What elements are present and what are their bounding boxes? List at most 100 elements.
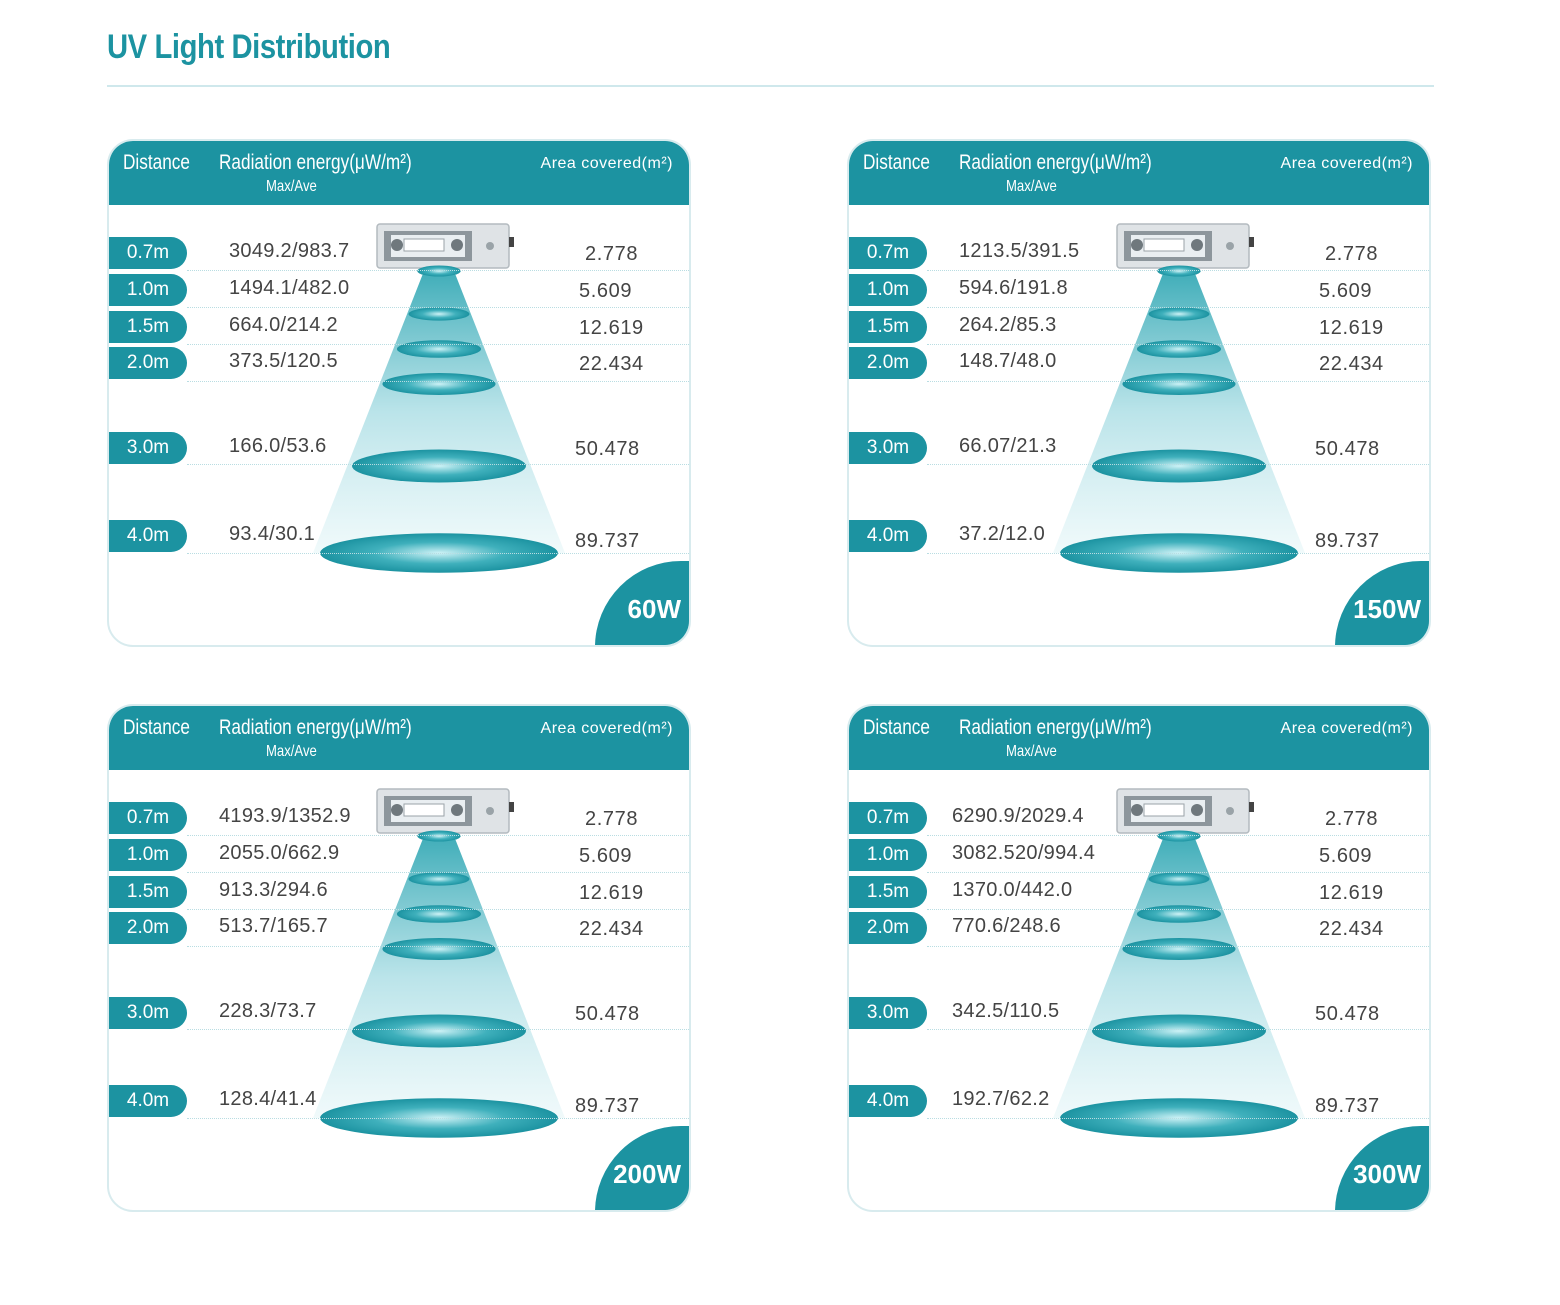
area-covered-value: 12.619 <box>579 317 644 339</box>
area-covered-value: 12.619 <box>1319 882 1384 904</box>
radiation-value: 373.5/120.5 <box>229 350 338 372</box>
area-covered-value: 50.478 <box>1315 1003 1380 1025</box>
row-divider <box>187 381 689 382</box>
beam-footprint-1-5m <box>1136 340 1222 358</box>
uv-lamp-icon <box>1116 788 1254 834</box>
beam-footprint-0-7m <box>1157 830 1201 842</box>
title-divider <box>107 85 1434 87</box>
area-covered-value: 5.609 <box>1319 845 1373 867</box>
row-divider <box>187 835 689 836</box>
row-divider <box>927 909 1429 910</box>
radiation-value: 1494.1/482.0 <box>229 277 350 299</box>
area-covered-value: 50.478 <box>575 438 640 460</box>
area-covered-value: 22.434 <box>1319 918 1384 940</box>
distance-label: 3.0m <box>849 432 927 464</box>
beam-footprint-2-0m <box>1122 373 1236 395</box>
beam-footprint-0-7m <box>1157 265 1201 277</box>
beam-footprint-0-7m <box>417 830 461 842</box>
row-divider <box>187 553 689 554</box>
beam-footprint-1-5m <box>1136 905 1222 923</box>
radiation-value: 3082.520/994.4 <box>952 842 1096 864</box>
distance-label: 4.0m <box>109 520 187 552</box>
distance-label: 1.0m <box>109 839 187 871</box>
row-divider <box>187 464 689 465</box>
row-divider <box>927 946 1429 947</box>
area-covered-value: 12.619 <box>1319 317 1384 339</box>
distance-label: 2.0m <box>849 912 927 944</box>
radiation-value: 192.7/62.2 <box>952 1088 1050 1110</box>
row-divider <box>927 344 1429 345</box>
row-divider <box>927 872 1429 873</box>
radiation-value: 770.6/248.6 <box>952 915 1061 937</box>
row-divider <box>187 946 689 947</box>
row-divider <box>927 1118 1429 1119</box>
beam-footprint-3-0m <box>352 449 526 483</box>
beam-footprint-3-0m <box>352 1014 526 1048</box>
page-title: UV Light Distribution <box>107 28 391 66</box>
radiation-value: 913.3/294.6 <box>219 879 328 901</box>
uv-lamp-icon <box>1116 223 1254 269</box>
row-divider <box>187 270 689 271</box>
distance-label: 0.7m <box>109 802 187 834</box>
header-radiation-energy: Radiation energy(μW/m²) <box>959 716 1152 739</box>
distance-label: 1.0m <box>849 839 927 871</box>
area-covered-value: 89.737 <box>575 530 640 552</box>
light-distribution-panel-300w: Distance Radiation energy(μW/m²) Max/Ave Ar… <box>847 704 1431 1212</box>
area-covered-value: 2.778 <box>585 808 639 830</box>
beam-footprint-1-0m <box>1148 872 1210 886</box>
radiation-value: 66.07/21.3 <box>959 435 1057 457</box>
table-header: Distance Radiation energy(μW/m²) Max/Ave Ar… <box>109 706 689 770</box>
distance-label: 3.0m <box>849 997 927 1029</box>
area-covered-value: 50.478 <box>1315 438 1380 460</box>
radiation-value: 3049.2/983.7 <box>229 240 350 262</box>
radiation-value: 228.3/73.7 <box>219 1000 317 1022</box>
beam-footprint-1-0m <box>408 872 470 886</box>
power-label: 300W <box>1353 1159 1421 1189</box>
beam-footprint-0-7m <box>417 265 461 277</box>
radiation-value: 513.7/165.7 <box>219 915 328 937</box>
power-badge: 150W <box>1335 561 1429 645</box>
table-header: Distance Radiation energy(μW/m²) Max/Ave Ar… <box>849 706 1429 770</box>
header-radiation-energy: Radiation energy(μW/m²) <box>959 151 1152 174</box>
distance-label: 0.7m <box>849 237 927 269</box>
radiation-value: 1370.0/442.0 <box>952 879 1073 901</box>
uv-light-cone <box>313 271 565 553</box>
distance-label: 4.0m <box>849 520 927 552</box>
radiation-value: 128.4/41.4 <box>219 1088 317 1110</box>
row-divider <box>927 307 1429 308</box>
row-divider <box>927 381 1429 382</box>
area-covered-value: 89.737 <box>1315 530 1380 552</box>
uv-beam-diagram <box>313 223 565 573</box>
power-label: 200W <box>613 1159 681 1189</box>
header-area-covered: Area covered(m²) <box>540 155 673 172</box>
radiation-value: 6290.9/2029.4 <box>952 805 1084 827</box>
row-divider <box>927 835 1429 836</box>
header-distance: Distance <box>863 716 930 739</box>
header-distance: Distance <box>863 151 930 174</box>
distance-label: 1.0m <box>109 274 187 306</box>
row-divider <box>927 553 1429 554</box>
distance-label: 1.5m <box>849 876 927 908</box>
distance-label: 4.0m <box>849 1085 927 1117</box>
area-covered-value: 89.737 <box>575 1095 640 1117</box>
distance-label: 2.0m <box>109 912 187 944</box>
power-badge: 300W <box>1335 1126 1429 1210</box>
light-distribution-panel-150w: Distance Radiation energy(μW/m²) Max/Ave Ar… <box>847 139 1431 647</box>
radiation-value: 1213.5/391.5 <box>959 240 1080 262</box>
power-badge: 60W <box>595 561 689 645</box>
area-covered-value: 5.609 <box>1319 280 1373 302</box>
area-covered-value: 2.778 <box>585 243 639 265</box>
header-radiation-energy: Radiation energy(μW/m²) <box>219 151 412 174</box>
radiation-value: 594.6/191.8 <box>959 277 1068 299</box>
uv-beam-diagram <box>1053 223 1305 573</box>
radiation-value: 2055.0/662.9 <box>219 842 340 864</box>
area-covered-value: 50.478 <box>575 1003 640 1025</box>
radiation-value: 166.0/53.6 <box>229 435 327 457</box>
distance-label: 2.0m <box>849 347 927 379</box>
row-divider <box>187 1029 689 1030</box>
power-badge: 200W <box>595 1126 689 1210</box>
area-covered-value: 2.778 <box>1325 808 1379 830</box>
header-distance: Distance <box>123 151 190 174</box>
area-covered-value: 22.434 <box>579 918 644 940</box>
radiation-value: 93.4/30.1 <box>229 523 316 545</box>
